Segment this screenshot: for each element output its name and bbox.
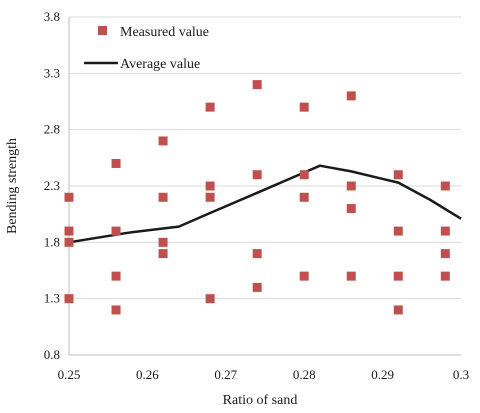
measured-point <box>158 237 168 247</box>
measured-point <box>64 237 74 247</box>
measured-point <box>205 102 215 112</box>
measured-point <box>252 170 262 180</box>
measured-point <box>440 226 450 236</box>
measured-point <box>346 204 356 214</box>
measured-point <box>111 305 121 315</box>
measured-point <box>205 294 215 304</box>
y-tick-labels: 0.8 1.3 1.8 2.3 2.8 3.3 3.8 <box>44 9 60 362</box>
y-tick-label-5: 3.3 <box>44 65 60 80</box>
measured-point <box>64 294 74 304</box>
measured-point <box>158 249 168 259</box>
measured-point <box>440 249 450 259</box>
y-tick-label-4: 2.8 <box>44 122 60 137</box>
measured-point <box>64 192 74 202</box>
y-tick-label-6: 3.8 <box>44 9 60 24</box>
measured-point <box>205 181 215 191</box>
measured-point <box>299 170 309 180</box>
y-axis-label: Bending strength <box>5 138 20 234</box>
x-tick-labels: 0.25 0.26 0.27 0.28 0.29 0.3 <box>58 367 470 382</box>
measured-point <box>64 226 74 236</box>
measured-point <box>440 271 450 281</box>
x-tick-label-5: 0.3 <box>453 367 469 382</box>
gridlines <box>69 16 461 356</box>
measured-point <box>393 305 403 315</box>
measured-point <box>158 192 168 202</box>
x-axis-label: Ratio of sand <box>223 393 298 408</box>
x-tick-label-1: 0.26 <box>136 367 159 382</box>
measured-point <box>111 158 121 168</box>
measured-point <box>299 102 309 112</box>
measured-point <box>252 80 262 90</box>
legend-marker-measured <box>98 26 107 35</box>
legend-label-measured: Measured value <box>120 25 209 40</box>
legend-label-average: Average value <box>120 57 200 72</box>
x-tick-label-4: 0.29 <box>371 367 394 382</box>
measured-point <box>299 271 309 281</box>
measured-markers <box>64 80 450 315</box>
y-tick-label-3: 2.3 <box>44 178 60 193</box>
x-tick-label-0: 0.25 <box>58 367 81 382</box>
y-tick-label-1: 1.3 <box>44 291 60 306</box>
measured-point <box>393 170 403 180</box>
measured-point <box>158 136 168 146</box>
x-tick-label-3: 0.28 <box>293 367 316 382</box>
measured-point <box>346 91 356 101</box>
legend: Measured value Average value <box>84 25 209 72</box>
measured-point <box>440 181 450 191</box>
measured-point <box>111 271 121 281</box>
measured-point <box>346 181 356 191</box>
measured-point <box>252 282 262 292</box>
measured-point <box>111 226 121 236</box>
measured-point <box>346 271 356 281</box>
measured-point <box>205 192 215 202</box>
y-tick-label-0: 0.8 <box>44 347 60 362</box>
measured-point <box>393 271 403 281</box>
measured-point <box>252 249 262 259</box>
y-tick-label-2: 1.8 <box>44 234 60 249</box>
x-tick-label-2: 0.27 <box>214 367 237 382</box>
measured-point <box>393 226 403 236</box>
measured-point <box>299 192 309 202</box>
